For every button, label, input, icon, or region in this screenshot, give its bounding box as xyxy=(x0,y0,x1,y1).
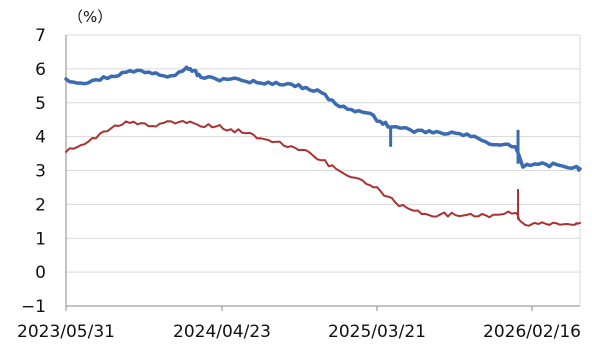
x-axis-tick-labels: 2023/05/31 2024/04/23 2025/03/21 2026/02/16 xyxy=(17,322,581,342)
series-lines xyxy=(64,65,582,227)
x-tick-label: 2024/04/23 xyxy=(173,322,271,342)
series-line-2 xyxy=(65,119,581,227)
axes xyxy=(65,35,581,311)
x-tick-label: 2026/02/16 xyxy=(483,322,581,342)
y-tick-label: −1 xyxy=(21,297,46,317)
x-tick-label: 2023/05/31 xyxy=(17,322,115,342)
y-axis-tick-labels: 7 6 5 4 3 2 1 0 −1 xyxy=(21,26,46,317)
y-tick-label: 3 xyxy=(35,162,46,182)
y-tick-label: 0 xyxy=(35,263,46,283)
y-tick-label: 6 xyxy=(35,60,46,80)
y-tick-label: 1 xyxy=(35,229,46,249)
y-tick-label: 4 xyxy=(35,128,46,148)
x-tick-label: 2025/03/21 xyxy=(328,322,426,342)
y-tick-label: 5 xyxy=(35,94,46,114)
series-line-1 xyxy=(64,65,582,172)
y-tick-label: 2 xyxy=(35,195,46,215)
y-tick-label: 7 xyxy=(35,26,46,46)
unit-label: （%） xyxy=(68,8,112,26)
gridlines xyxy=(66,34,580,273)
